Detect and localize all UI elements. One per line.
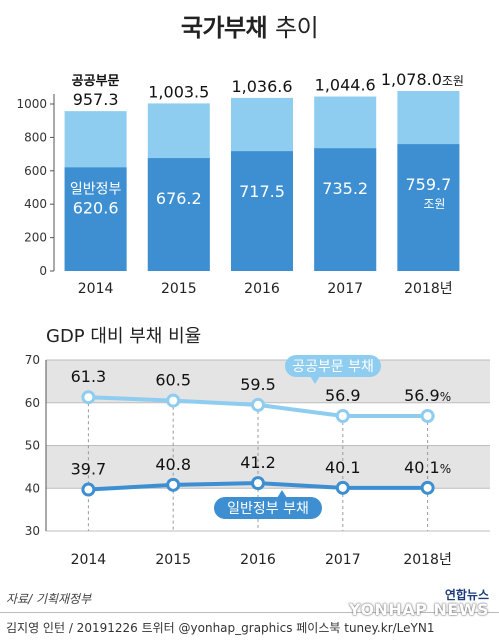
series-callout [285, 355, 381, 377]
bar-y-tick-label: 800 [24, 130, 47, 144]
bar-y-tick-label: 400 [24, 197, 47, 211]
bar-total-label: 1,036.6 [231, 77, 292, 96]
line-y-tick-label: 60 [25, 396, 40, 410]
bar-total-label: 1,003.5 [148, 82, 209, 101]
bar-x-tick-label: 2014 [78, 281, 114, 297]
bar-general [64, 167, 127, 271]
bar-y-tick-label: 200 [24, 231, 47, 245]
data-label: 56.9% [404, 386, 451, 405]
data-point [81, 482, 96, 497]
line-y-tick-label: 30 [25, 524, 40, 538]
data-point [335, 480, 350, 495]
bar-general [231, 151, 293, 271]
percent-unit: % [440, 390, 451, 404]
bar-y-tick-label: 600 [24, 164, 47, 178]
general-unit: 조원 [423, 197, 445, 211]
bar-x-tick-label: 2018년 [404, 281, 453, 297]
data-label: 40.8 [155, 455, 191, 474]
bar-general-label: 759.7 [405, 175, 451, 194]
data-label: 59.5 [240, 375, 276, 394]
data-label: 39.7 [71, 460, 107, 479]
bar-y-tick-label: 0 [39, 264, 47, 278]
series-name-label: 공공부문 부채 [292, 359, 374, 375]
data-label: 61.3 [71, 367, 107, 386]
bar-general-label: 620.6 [73, 198, 119, 217]
line-x-tick-label: 2017 [325, 552, 361, 568]
grid-band [46, 360, 490, 403]
series-name-general: 일반정부 [70, 181, 122, 197]
bar-x-tick-label: 2015 [161, 281, 197, 297]
data-label: 41.2 [240, 453, 276, 472]
data-label: 40.1 [325, 458, 361, 477]
bar-general-label: 717.5 [239, 182, 285, 201]
grid-band [46, 402, 490, 446]
callout-pointer [310, 376, 320, 384]
bar-x-tick-label: 2017 [327, 281, 363, 297]
data-point [335, 409, 350, 424]
series-name-label: 일반정부 부채 [227, 501, 309, 517]
line-x-tick-label: 2016 [240, 552, 276, 568]
line-x-tick-label: 2015 [155, 552, 191, 568]
data-point [420, 409, 435, 424]
yonhap-logo-korean: 연합뉴스 [444, 588, 489, 602]
bar-general-label: 735.2 [322, 179, 368, 198]
line-y-tick-label: 40 [25, 481, 40, 495]
footer-credit: 김지영 인턴 / 20191226 트위터 @yonhap_graphics 페… [6, 621, 435, 635]
source-note: 자료/ 기획재정부 [6, 592, 92, 606]
page-title: 국가부채 추이 [0, 8, 499, 43]
series-callout [214, 497, 322, 519]
grid-band [46, 445, 490, 489]
bar-general [147, 158, 210, 271]
title-light: 추이 [275, 14, 319, 42]
total-unit: 조원 [442, 74, 464, 88]
data-point [81, 390, 96, 405]
data-label: 40.1% [404, 458, 451, 477]
line-y-tick-label: 50 [25, 439, 40, 453]
data-label: 56.9 [325, 386, 361, 405]
yonhap-logo: YONHAP NEWS [348, 600, 489, 619]
bar-total-label: 1,044.6 [315, 76, 376, 95]
bar-x-tick-label: 2016 [244, 281, 280, 297]
bar-total-label: 957.3 [73, 90, 119, 109]
data-point [251, 476, 265, 491]
line-x-tick-label: 2018년 [403, 552, 452, 568]
bar-general [314, 148, 377, 271]
line-chart-title: GDP 대비 부채 비율 [46, 326, 202, 347]
data-label: 60.5 [155, 371, 191, 390]
series-name-total: 공공부문 [72, 74, 120, 89]
title-bold: 국가부채 [180, 14, 268, 42]
data-point [420, 480, 435, 495]
line-x-tick-label: 2014 [71, 552, 107, 568]
data-point [166, 393, 181, 408]
bar-total-label: 1,078.0조원 [381, 70, 464, 89]
bar-general [397, 144, 460, 271]
data-point [166, 477, 181, 492]
line-y-tick-label: 70 [25, 353, 40, 367]
callout-pointer [277, 490, 287, 498]
bar-y-tick-label: 1000 [16, 97, 47, 111]
bar-general-label: 676.2 [156, 189, 202, 208]
footer-bar: 김지영 인턴 / 20191226 트위터 @yonhap_graphics 페… [0, 612, 499, 640]
data-point [251, 397, 265, 412]
percent-unit: % [440, 462, 451, 476]
